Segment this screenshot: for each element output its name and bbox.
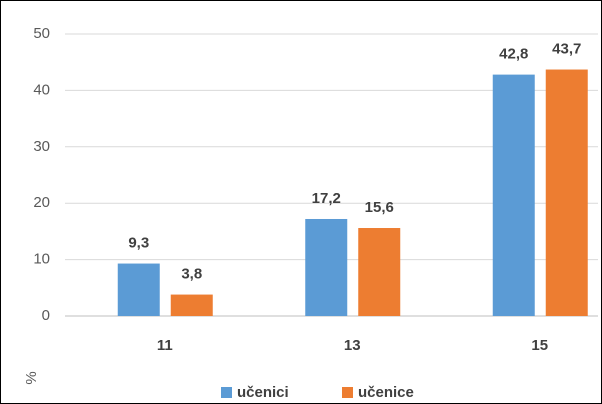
x-tick-label: 15 [531, 337, 548, 354]
data-label: 3,8 [181, 266, 202, 283]
y-axis-label: % [23, 371, 40, 384]
y-tick-label: 40 [33, 81, 50, 98]
legend-label: učenice [358, 384, 414, 401]
y-tick-label: 20 [33, 194, 50, 211]
legend-label: učenici [237, 384, 289, 401]
bar [305, 218, 348, 316]
y-tick-label: 30 [33, 138, 50, 155]
legend-swatch [342, 387, 353, 398]
x-tick-label: 11 [157, 337, 173, 354]
bar [492, 74, 535, 316]
x-tick-label: 13 [344, 337, 361, 354]
data-label: 43,7 [552, 41, 581, 58]
data-label: 15,6 [365, 199, 394, 216]
y-tick-label: 10 [33, 251, 50, 268]
data-label: 42,8 [499, 46, 528, 63]
bar [117, 263, 160, 316]
legend-swatch [221, 387, 232, 398]
bar [358, 228, 401, 316]
y-tick-label: 0 [42, 307, 50, 324]
data-label: 9,3 [128, 235, 149, 252]
y-tick-label: 50 [33, 25, 50, 42]
bar [545, 69, 588, 316]
data-label: 17,2 [312, 190, 341, 207]
bar [170, 294, 213, 316]
